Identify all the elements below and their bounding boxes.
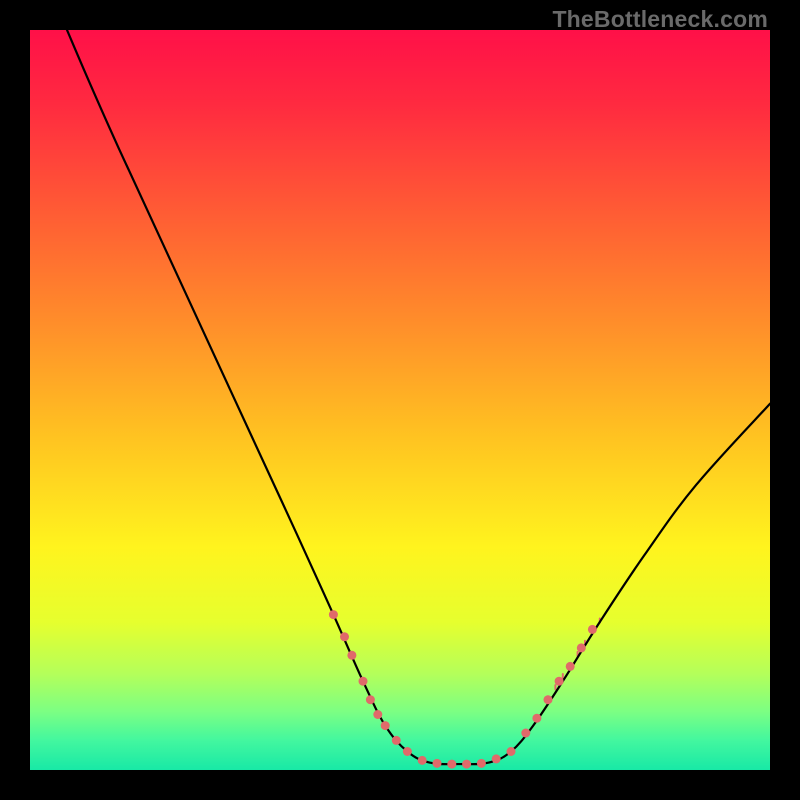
- marker-dot: [555, 677, 564, 686]
- watermark-text: TheBottleneck.com: [552, 6, 768, 33]
- marker-dot: [366, 695, 375, 704]
- marker-dot: [544, 695, 553, 704]
- marker-dot: [521, 729, 530, 738]
- marker-dot: [566, 662, 575, 671]
- marker-dot: [447, 760, 456, 769]
- marker-dot: [507, 747, 516, 756]
- marker-dot: [347, 651, 356, 660]
- marker-dot: [462, 760, 471, 769]
- marker-dot: [373, 710, 382, 719]
- marker-dot: [392, 736, 401, 745]
- marker-dot: [329, 610, 338, 619]
- plot-area: [30, 30, 770, 770]
- bottleneck-curve: [67, 30, 770, 764]
- chart-frame: TheBottleneck.com: [0, 0, 800, 800]
- marker-dot: [418, 756, 427, 765]
- marker-dot: [588, 625, 597, 634]
- marker-dot: [532, 714, 541, 723]
- marker-dot: [577, 643, 586, 652]
- curve-layer: [30, 30, 770, 770]
- marker-dot: [477, 759, 486, 768]
- marker-dot: [340, 632, 349, 641]
- marker-dot: [359, 677, 368, 686]
- marker-dot: [381, 721, 390, 730]
- marker-dot: [433, 759, 442, 768]
- marker-dot: [403, 747, 412, 756]
- marker-dot: [492, 754, 501, 763]
